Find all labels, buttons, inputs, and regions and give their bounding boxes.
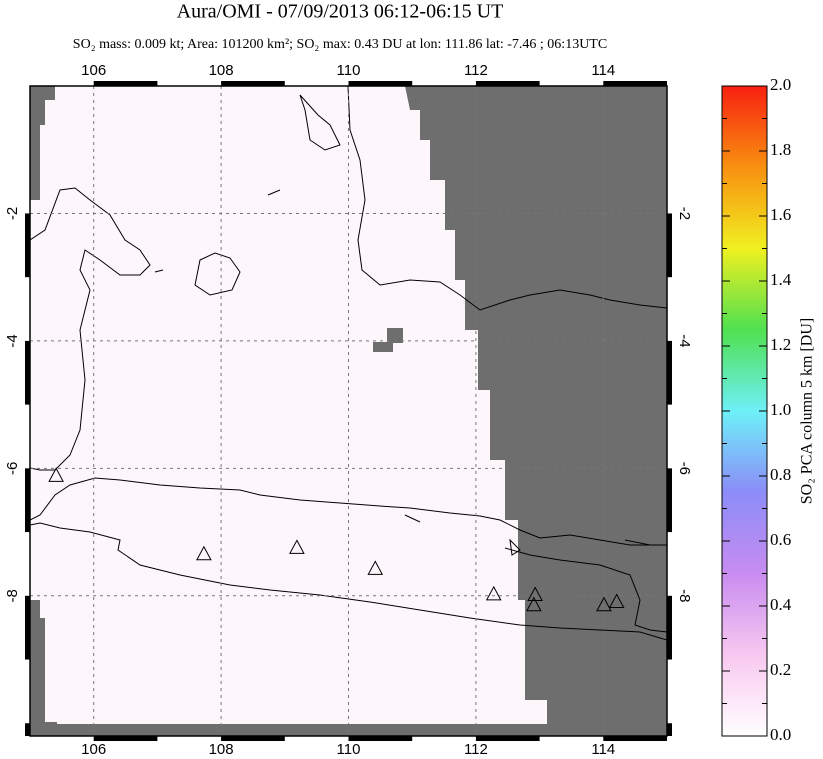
no-data	[30, 86, 667, 736]
volcano	[485, 585, 502, 601]
frame-bar	[25, 340, 30, 405]
frame-bar	[25, 595, 30, 660]
y-tick-label: -8	[676, 589, 693, 602]
x-tick-label: 112	[464, 62, 488, 79]
volcanoes	[48, 467, 625, 612]
volcano	[367, 560, 384, 575]
frame-bar	[667, 468, 672, 533]
frame-ticks	[25, 81, 672, 741]
frame-bar	[25, 468, 30, 533]
x-tick-label: 112	[464, 741, 488, 758]
colorbar-tick-label: 0.4	[770, 595, 792, 614]
y-tick-label: -6	[676, 462, 693, 475]
map	[30, 86, 667, 736]
volcano	[48, 467, 64, 482]
colorbar-tick-label: 1.2	[770, 335, 791, 354]
colorbar-tick-label: 0.0	[770, 725, 791, 744]
chart-subtitle: SO₂ mass: 0.009 kt; Area: 101200 km²; SO…	[73, 37, 607, 52]
frame-bar	[475, 736, 540, 741]
y-tick-label: -2	[4, 207, 21, 220]
frame-bar	[221, 736, 285, 741]
colorbar-tick-label: 1.6	[770, 205, 791, 224]
frame-bar	[348, 81, 413, 86]
y-tick-label: -8	[4, 589, 21, 602]
frame-bar	[603, 736, 667, 741]
colorbar-tick-label: 0.6	[770, 530, 791, 549]
x-tick-label: 108	[209, 62, 234, 79]
colorbar-tick-label: 1.4	[770, 270, 792, 289]
x-tick-label: 110	[337, 62, 361, 79]
x-tick-label: 114	[591, 62, 615, 79]
volcano	[196, 545, 212, 561]
volcano	[526, 596, 542, 612]
colorbar-label: SO₂ PCA column 5 km [DU]	[799, 318, 816, 504]
frame-bar	[475, 81, 540, 86]
x-tick-label: 108	[209, 741, 234, 758]
colorbar-tick-label: 0.2	[770, 660, 791, 679]
x-tick-label: 114	[591, 741, 615, 758]
y-tick-label: -4	[4, 334, 21, 347]
frame-bar	[93, 736, 158, 741]
coastline	[30, 86, 667, 641]
volcano	[596, 596, 612, 612]
colorbar-tick-label: 2.0	[770, 75, 791, 94]
colorbar-tick-label: 0.8	[770, 465, 791, 484]
frame-bar	[667, 340, 672, 405]
x-tick-label: 110	[337, 741, 361, 758]
volcano	[289, 539, 305, 554]
frame-bar	[25, 723, 30, 736]
frame-bar	[93, 81, 158, 86]
x-tick-label: 106	[81, 62, 106, 79]
frame-bar	[603, 81, 667, 86]
frame-bar	[221, 81, 285, 86]
frame-bar	[667, 595, 672, 660]
chart-title: Aura/OMI - 07/09/2013 06:12-06:15 UT	[177, 1, 504, 23]
x-tick-label: 106	[81, 741, 106, 758]
graticule	[30, 86, 667, 736]
frame-bar	[348, 736, 413, 741]
frame-bar	[25, 213, 30, 278]
volcano	[608, 593, 625, 609]
y-tick-label: -4	[676, 334, 693, 347]
y-tick-label: -6	[4, 462, 21, 475]
colorbar-tick-label: 1.0	[770, 400, 791, 419]
colorbar-tick-label: 1.8	[770, 140, 791, 159]
frame-bar	[667, 213, 672, 278]
frame-bar	[667, 723, 672, 736]
y-tick-label: -2	[676, 207, 693, 220]
